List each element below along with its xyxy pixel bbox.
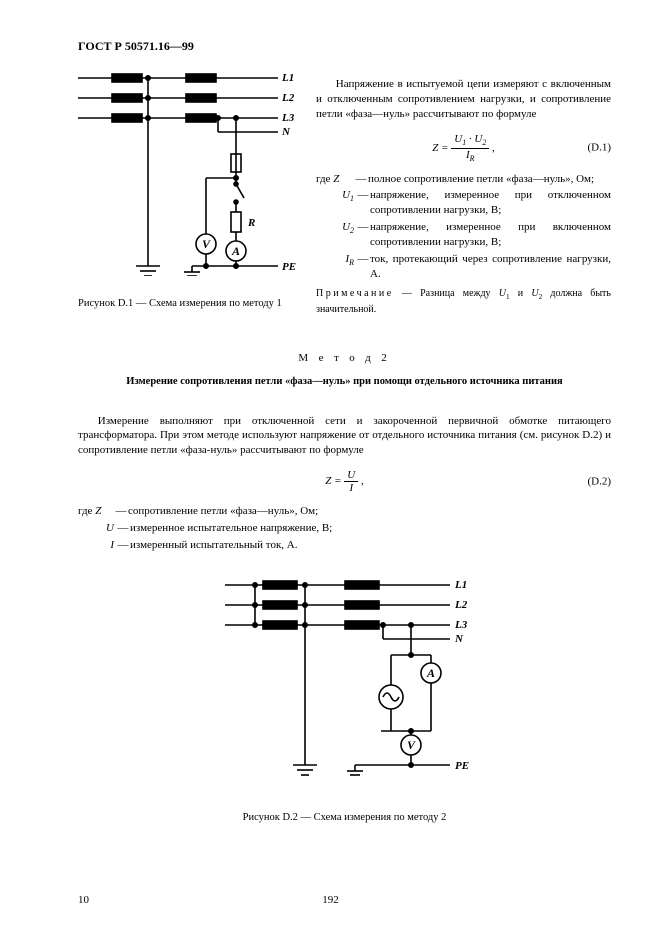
- label-l2: L2: [281, 92, 295, 104]
- d2-label-n: N: [454, 633, 464, 645]
- method2-para: Измерение выполняют при отключенной сети…: [78, 414, 611, 459]
- section1-intro: Напряжение в испытуемой цепи измеряют с …: [316, 77, 611, 122]
- section1-note: Примечание — Разница между U1 и U2 должн…: [316, 287, 611, 316]
- label-n: N: [281, 126, 291, 138]
- label-l1: L1: [281, 72, 294, 84]
- d2-voltmeter-icon: V: [406, 738, 415, 752]
- d2-label-l3: L3: [454, 619, 468, 631]
- label-r: R: [247, 217, 255, 229]
- d2-label-pe: PE: [455, 760, 469, 772]
- voltmeter-icon: V: [202, 237, 211, 251]
- page-number-center: 192: [0, 893, 661, 908]
- method2-subtitle: Измерение сопротивления петли «фаза—нуль…: [78, 375, 611, 389]
- where-list-2: где Z—сопротивление петли «фаза—нуль», О…: [78, 504, 611, 553]
- figure-d2: L1 L2 L3 N PE A V: [78, 573, 611, 783]
- figure-d1: L1 L2 L3 N R PE V A: [78, 66, 298, 276]
- figure-d1-caption: Рисунок D.1 — Схема измерения по методу …: [78, 297, 298, 311]
- ammeter-icon: A: [231, 244, 240, 258]
- method2-title: М е т о д 2: [78, 351, 611, 366]
- label-l3: L3: [281, 112, 295, 124]
- formula-d1: Z = U1 · U2IR , (D.1): [316, 133, 611, 164]
- d2-ammeter-icon: A: [425, 666, 434, 680]
- formula-d1-label: (D.1): [587, 141, 611, 156]
- formula-d2-label: (D.2): [587, 474, 611, 489]
- d2-label-l2: L2: [454, 599, 468, 611]
- d2-label-l1: L1: [454, 579, 467, 591]
- figure-d2-caption: Рисунок D.2 — Схема измерения по методу …: [78, 811, 611, 825]
- doc-header: ГОСТ Р 50571.16—99: [78, 38, 611, 54]
- formula-d2: Z = UI , (D.2): [78, 469, 611, 494]
- label-pe: PE: [282, 261, 296, 273]
- where-list-1: где Z—полное сопротивление петли «фаза—н…: [316, 172, 611, 282]
